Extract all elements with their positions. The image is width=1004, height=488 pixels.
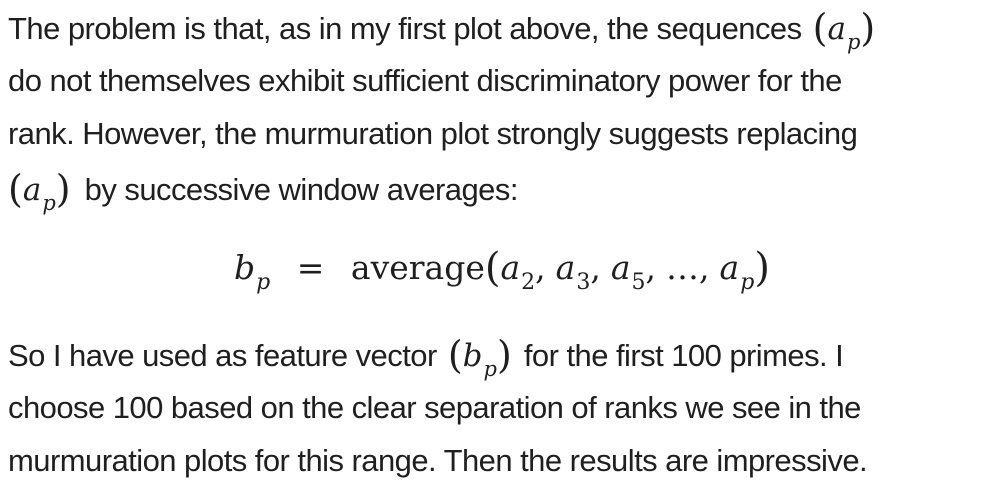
text-segment: The problem is that, as in my first plot… [8, 11, 802, 46]
paragraph-feature-vector: So I have used as feature vector (bp) fo… [8, 327, 868, 488]
math-subscript: p [483, 357, 497, 381]
text-line: murmuration plots for this range. Then t… [8, 443, 868, 478]
formula-arg-var: a [500, 248, 521, 287]
math-subscript: p [846, 30, 861, 54]
formula-arg-var: a [555, 248, 576, 287]
inline-math-b-p: (bp) [447, 333, 512, 381]
formula-comma: , [590, 248, 601, 287]
formula-lhs-subscript: p [256, 270, 271, 295]
formula-ellipsis: … [666, 248, 700, 287]
formula-close-paren: ) [754, 245, 770, 291]
text-line: The problem is that, as in my first plot… [8, 0, 879, 54]
text-segment: by successive window averages: [84, 171, 519, 207]
text-line: rank. However, the murmuration plot stro… [8, 116, 858, 151]
formula-last-subscript: p [740, 270, 755, 295]
paragraph-intro: The problem is that, as in my first plot… [8, 0, 879, 215]
formula-last-var: a [719, 248, 740, 287]
text-segment: for the first 100 primes. I [523, 338, 844, 373]
formula-comma: , [535, 248, 546, 287]
inline-math-a-p: (ap) [812, 6, 876, 54]
math-var: b [462, 338, 483, 374]
formula-comma: , [645, 248, 657, 287]
formula-equals: = [296, 248, 325, 287]
formula-arg-subscript: 2 [521, 270, 536, 295]
display-formula: bp = average(a2, a3, a5,…, ap) [0, 236, 1004, 303]
formula-arg-subscript: 5 [631, 270, 646, 295]
text-line: (ap) by successive window averages: [8, 161, 879, 215]
math-var: a [22, 171, 42, 208]
text-line: So I have used as feature vector (bp) fo… [8, 327, 867, 381]
math-var: a [827, 11, 846, 47]
formula-lhs-var: b [234, 248, 256, 287]
formula-comma: , [699, 248, 710, 287]
inline-math-a-p: (ap) [8, 166, 71, 215]
text-line: choose 100 based on the clear separation… [8, 389, 861, 425]
math-subscript: p [42, 190, 56, 215]
formula-arg-subscript: 3 [576, 270, 591, 295]
text-segment: So I have used as feature vector [8, 338, 437, 373]
formula-function: average [350, 248, 485, 287]
text-line: do not themselves exhibit sufficient dis… [8, 62, 842, 98]
formula-arg-var: a [610, 248, 631, 287]
formula-open-paren: ( [484, 245, 501, 291]
